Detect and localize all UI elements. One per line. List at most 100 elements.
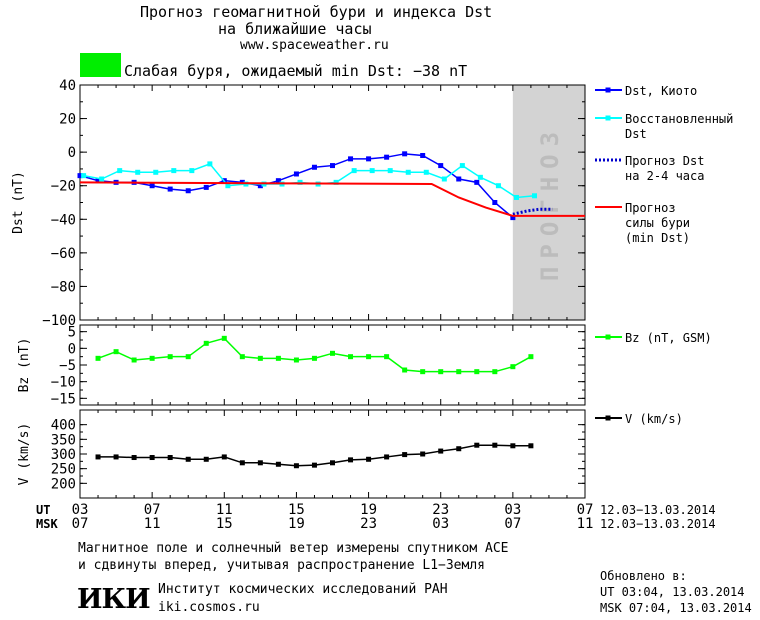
data-point xyxy=(369,168,375,174)
data-point xyxy=(117,168,123,174)
msk-tick-label: 03 xyxy=(432,516,449,532)
data-point xyxy=(189,168,195,174)
updated-label: Обновлено в: xyxy=(600,569,687,583)
data-point xyxy=(330,350,335,356)
data-point xyxy=(207,161,213,167)
data-point xyxy=(510,364,516,370)
data-point xyxy=(492,442,498,448)
data-point xyxy=(330,460,335,466)
data-point xyxy=(203,184,209,190)
ut-tick-label: 19 xyxy=(360,502,377,518)
chart-title: Прогноз геомагнитной бури и индекса Dst xyxy=(140,3,493,21)
website-link[interactable]: www.spaceweather.ru xyxy=(240,38,389,53)
updated-msk: MSK 07:04, 13.03.2014 xyxy=(600,601,752,615)
institute-name: Институт космических исследований РАН xyxy=(158,582,448,597)
legend-storm-forecast-label: Прогноз xyxy=(625,201,676,215)
data-point xyxy=(239,460,245,466)
data-point xyxy=(456,369,462,375)
data-point xyxy=(384,154,390,160)
data-point xyxy=(293,463,299,469)
msk-tick-label: 07 xyxy=(72,516,89,532)
y-tick-label: −15 xyxy=(51,391,76,407)
data-point xyxy=(275,178,281,184)
series-line xyxy=(79,153,514,219)
data-point xyxy=(366,456,372,462)
data-point xyxy=(420,369,426,375)
bz-plot-frame xyxy=(79,324,586,406)
data-point xyxy=(348,457,354,463)
data-point xyxy=(333,179,339,185)
y-tick-label: −40 xyxy=(51,212,76,228)
data-point xyxy=(77,173,83,179)
status-color-swatch xyxy=(80,53,121,77)
ut-tick-label: 03 xyxy=(72,502,89,518)
data-point xyxy=(149,455,155,461)
legend-dst-reconstructed-label: Восстановленный xyxy=(625,112,733,126)
data-point xyxy=(528,443,534,449)
data-point xyxy=(135,169,141,175)
data-point xyxy=(474,369,480,375)
legend-dst-reconstructed-marker xyxy=(605,115,611,121)
y-tick-label: −20 xyxy=(51,179,76,195)
data-point xyxy=(438,369,444,375)
legend-storm-forecast-label: силы бури xyxy=(625,216,690,230)
ut-tick-label: 03 xyxy=(504,502,521,518)
data-point xyxy=(351,168,357,174)
data-point xyxy=(532,193,537,199)
y-tick-label: 300 xyxy=(51,447,76,463)
y-tick-label: 0 xyxy=(68,145,76,161)
data-point xyxy=(495,183,501,189)
forecast-zone-label: ПРОГНОЗ xyxy=(536,124,564,281)
data-point xyxy=(387,168,393,174)
data-point xyxy=(405,169,411,175)
v-y-axis-label: V (km/s) xyxy=(17,423,32,486)
data-point xyxy=(456,446,462,452)
legend-bz-label: Bz (nT, GSM) xyxy=(625,331,712,345)
data-point xyxy=(441,176,447,182)
y-tick-label: −80 xyxy=(51,279,76,295)
bz-panel: 50−5−10−15 Bz (nT) xyxy=(17,324,586,407)
data-point xyxy=(492,369,498,375)
data-point xyxy=(348,354,354,360)
series-line xyxy=(97,337,532,373)
data-point xyxy=(113,454,119,460)
data-point xyxy=(293,171,299,177)
data-point xyxy=(149,355,155,361)
data-point xyxy=(528,354,534,360)
data-point xyxy=(203,456,209,462)
data-point xyxy=(99,176,105,182)
ut-axis-label: UT xyxy=(36,503,50,517)
forecast-zone xyxy=(512,85,585,320)
data-point xyxy=(95,355,101,361)
data-point xyxy=(275,461,281,467)
ut-tick-label: 23 xyxy=(432,502,449,518)
y-tick-label: 20 xyxy=(59,112,76,128)
data-point xyxy=(221,454,227,460)
msk-tick-label: 15 xyxy=(216,516,233,532)
legend-dst-kyoto-marker xyxy=(605,87,611,93)
data-point xyxy=(311,164,317,170)
y-tick-label: 350 xyxy=(51,432,76,448)
iki-logo: ИКИ xyxy=(77,584,151,615)
ut-tick-label: 07 xyxy=(577,502,594,518)
dst-y-axis-label: Dst (nT) xyxy=(11,171,26,234)
data-point xyxy=(510,215,516,221)
data-point xyxy=(297,179,303,185)
data-point xyxy=(384,354,390,360)
data-point xyxy=(438,448,444,454)
data-point xyxy=(171,168,177,174)
data-point xyxy=(474,179,480,185)
legend-dst-kyoto-label: Dst, Киото xyxy=(625,84,697,98)
data-point xyxy=(221,335,227,341)
chart-subtitle: на ближайшие часы xyxy=(218,20,372,38)
msk-tick-label: 19 xyxy=(288,516,305,532)
msk-tick-label: 11 xyxy=(577,516,594,532)
institute-site-link[interactable]: iki.cosmos.ru xyxy=(158,600,260,615)
y-tick-label: 200 xyxy=(51,476,76,492)
legend-dst-forecast-label: Прогноз Dst xyxy=(625,154,704,168)
data-point xyxy=(348,156,354,162)
msk-tick-label: 11 xyxy=(144,516,161,532)
date-range-ut: 12.03−13.03.2014 xyxy=(600,503,716,517)
data-point xyxy=(423,169,429,175)
msk-tick-label: 07 xyxy=(504,516,521,532)
